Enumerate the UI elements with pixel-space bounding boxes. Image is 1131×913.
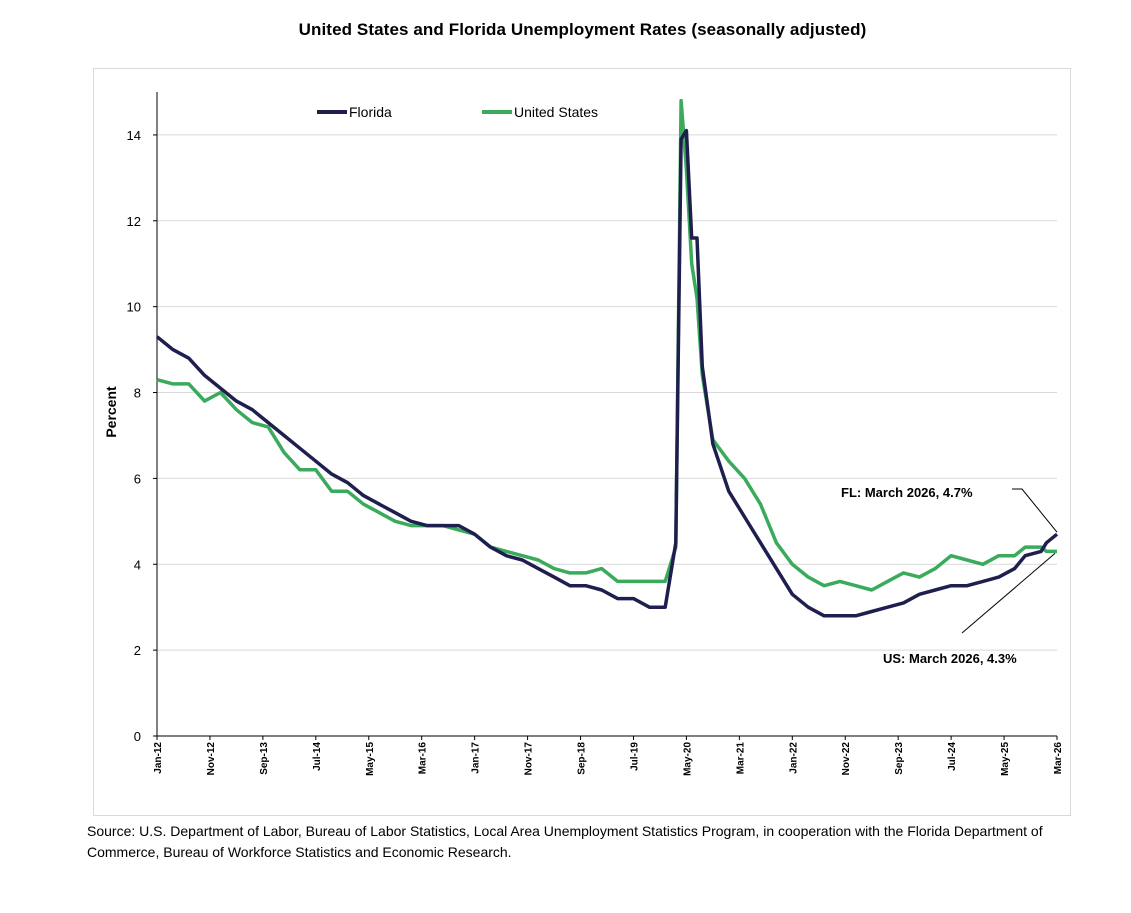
- x-tick-label: Jul-24: [947, 742, 958, 771]
- x-tick-label: Nov-12: [206, 742, 217, 776]
- x-tick-label: Nov-17: [524, 742, 535, 776]
- series-line-florida: [155, 128, 1059, 618]
- gridlines: [157, 134, 1057, 651]
- y-tick-label: 2: [134, 643, 141, 658]
- x-tick-label: Nov-22: [841, 742, 852, 776]
- annotations: FL: March 2026, 4.7% US: March 2026, 4.3%: [841, 485, 1058, 666]
- legend: Florida United States: [317, 104, 598, 120]
- x-tick-label: Jul-19: [629, 742, 640, 771]
- series-lines: [155, 98, 1059, 618]
- y-tick-label: 6: [134, 471, 141, 486]
- source-note: Source: U.S. Department of Labor, Bureau…: [87, 823, 1043, 860]
- y-axis-label: Percent: [103, 386, 119, 438]
- x-tick-label: Mar-16: [418, 742, 429, 775]
- legend-label: United States: [514, 104, 598, 120]
- y-tick-label: 12: [127, 214, 141, 229]
- x-tick-label: May-25: [1000, 742, 1011, 776]
- legend-label: Florida: [349, 104, 392, 120]
- x-tick-label: Jan-17: [471, 742, 482, 774]
- x-tick-label: May-20: [682, 742, 693, 776]
- x-tick-label: Sep-13: [259, 742, 270, 775]
- y-tick-label: 4: [134, 557, 141, 572]
- y-tick-label: 14: [127, 128, 141, 143]
- series-line-united-states: [156, 98, 1057, 592]
- y-tick-label: 0: [134, 729, 141, 744]
- x-tick-label: Jan-22: [788, 742, 799, 774]
- x-tick-label: Jul-14: [312, 742, 323, 771]
- x-tick-label: Sep-18: [577, 742, 588, 775]
- x-tick-label: May-15: [365, 742, 376, 776]
- y-tick-label: 10: [127, 300, 141, 315]
- y-tick-label: 8: [134, 386, 141, 401]
- x-tick-label: Sep-23: [894, 742, 905, 775]
- annotation-leader-line: [1012, 488, 1058, 533]
- annotation-leader-line: [961, 553, 1056, 634]
- x-tick-label: Jan-12: [153, 742, 164, 774]
- x-tick-label: Mar-26: [1053, 742, 1064, 775]
- chart-frame: [93, 68, 1071, 816]
- chart-title: United States and Florida Unemployment R…: [298, 20, 867, 39]
- annotation-label: FL: March 2026, 4.7%: [841, 485, 973, 500]
- axes: 0 2 4 6 8 10 12 14 Jan-12 Nov-12 Sep-13 Jul-14 May-1…: [103, 92, 1064, 776]
- x-tick-label: Mar-21: [735, 742, 746, 775]
- annotation-label: US: March 2026, 4.3%: [883, 651, 1017, 666]
